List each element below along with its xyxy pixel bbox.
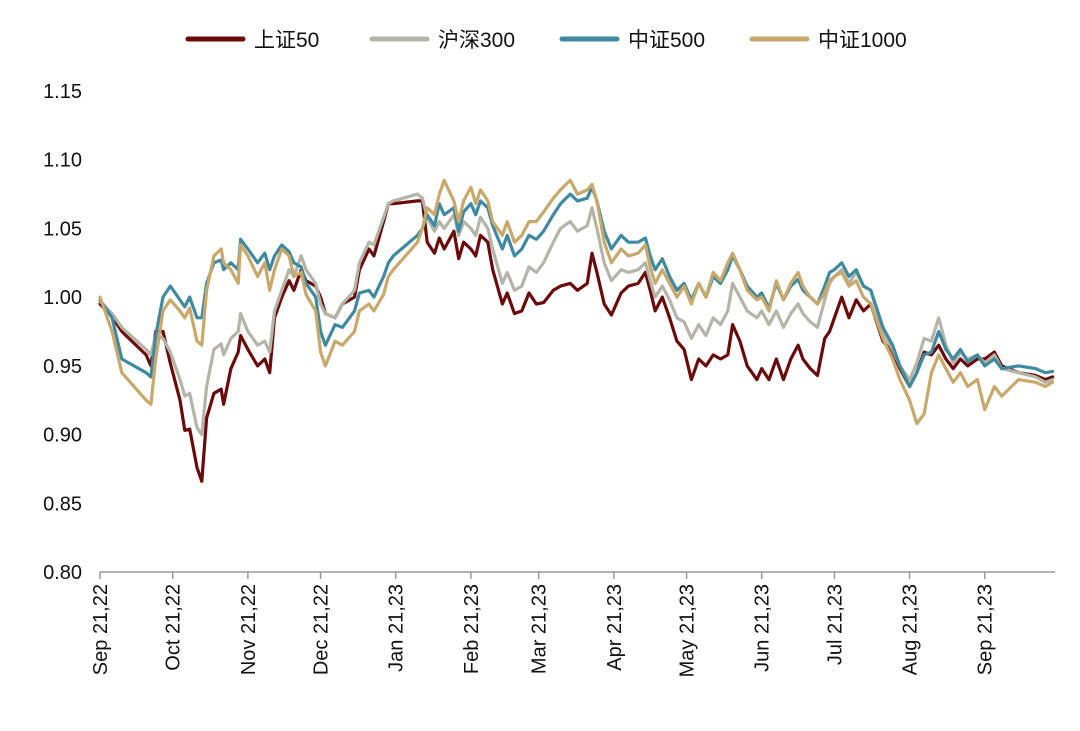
y-tick-label: 0.85 — [43, 493, 82, 515]
x-tick-label: Apr 21,23 — [604, 584, 626, 671]
x-tick-label: Dec 21,22 — [311, 584, 333, 675]
x-tick-label: Jan 21,23 — [386, 584, 408, 672]
x-tick-label: May 21,23 — [677, 584, 699, 677]
y-tick-label: 0.95 — [43, 356, 82, 378]
x-tick-label: Jul 21,23 — [824, 584, 846, 665]
plot-area — [98, 178, 1055, 483]
x-tick-label: Aug 21,23 — [900, 584, 922, 675]
series-line-0 — [98, 199, 1055, 483]
y-tick-label: 1.05 — [43, 218, 82, 240]
series-line-2 — [98, 185, 1055, 389]
legend: 上证50 沪深300 中证500 中证1000 — [185, 29, 907, 52]
y-tick-label: 0.80 — [43, 562, 82, 584]
y-tick-label: 0.90 — [43, 425, 82, 447]
legend-item: 上证50 — [185, 29, 319, 52]
y-tick-label: 1.00 — [43, 287, 82, 309]
x-tick-label: Oct 21,22 — [163, 584, 185, 671]
x-tick-label: Jun 21,23 — [752, 584, 774, 672]
legend-label: 上证50 — [254, 29, 319, 52]
legend-item: 中证1000 — [749, 29, 907, 52]
legend-item: 中证500 — [559, 29, 705, 52]
x-tick-label: Mar 21,23 — [529, 584, 551, 674]
series-line-3 — [98, 178, 1055, 426]
x-tick-label: Sep 21,23 — [975, 584, 997, 675]
y-tick-label: 1.10 — [43, 150, 82, 172]
x-axis: Sep 21,22 Oct 21,22 Nov 21,22 Dec 21,22 Jan … — [90, 571, 1055, 677]
legend-label: 中证1000 — [818, 29, 907, 52]
x-tick-label: Feb 21,23 — [461, 584, 483, 674]
x-tick-label: Sep 21,22 — [90, 584, 112, 675]
y-tick-label: 1.15 — [43, 81, 82, 103]
legend-item: 沪深300 — [369, 29, 515, 52]
x-tick-label: Nov 21,22 — [238, 584, 260, 675]
y-axis: 0.80 0.85 0.90 0.95 1.00 1.05 1.10 1.15 — [43, 81, 82, 584]
legend-label: 沪深300 — [438, 29, 515, 52]
legend-label: 中证500 — [628, 29, 705, 52]
